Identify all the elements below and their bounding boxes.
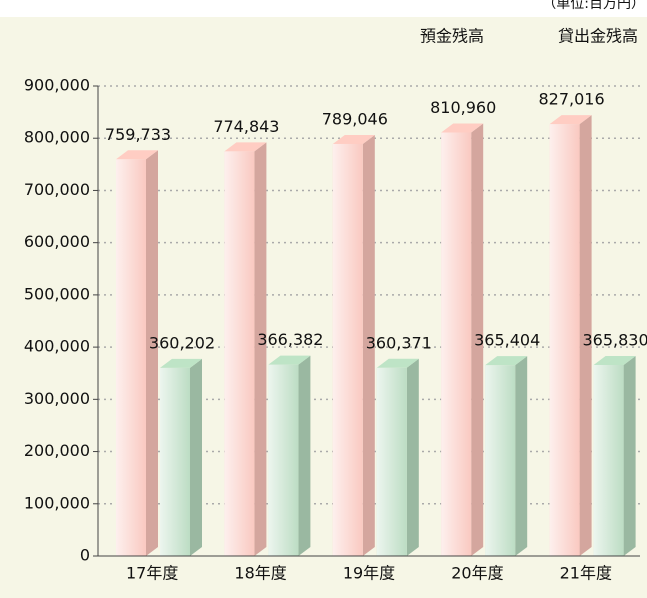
y-tick-label: 500,000 <box>24 284 90 303</box>
bar-shine <box>441 132 472 557</box>
bar-top <box>224 142 267 152</box>
data-label: 789,046 <box>322 109 388 128</box>
bar-top <box>116 150 158 160</box>
bar-shine <box>224 151 255 556</box>
bar-top <box>549 115 592 125</box>
bar-top <box>441 123 484 133</box>
bar-side <box>298 355 311 556</box>
bar-top <box>485 356 528 366</box>
bar-side <box>623 355 636 556</box>
data-label: 360,202 <box>149 333 215 352</box>
bar-side <box>471 123 484 557</box>
bar-shine <box>376 367 407 556</box>
bar-side <box>190 358 202 556</box>
bar-top <box>160 358 202 368</box>
x-tick-label: 17年度 <box>126 564 178 583</box>
data-label: 774,843 <box>213 117 279 136</box>
bar-side <box>579 115 592 557</box>
bar-top <box>593 355 636 365</box>
y-tick-label: 0 <box>80 546 90 565</box>
data-label: 365,830 <box>583 330 647 349</box>
bar-shine <box>593 364 624 556</box>
bar-shine <box>332 143 363 557</box>
unit-note: （単位:百万円） <box>542 0 645 12</box>
legend-label: 預金残高 <box>420 27 484 46</box>
x-tick-label: 19年度 <box>343 564 395 583</box>
bar-shine <box>485 365 516 556</box>
x-tick-label: 18年度 <box>234 564 286 583</box>
y-tick-label: 100,000 <box>24 493 90 512</box>
y-tick-label: 200,000 <box>24 441 90 460</box>
bar-top <box>332 134 375 144</box>
y-tick-label: 700,000 <box>24 180 90 199</box>
bar-side <box>254 142 267 556</box>
data-label: 759,733 <box>105 125 171 144</box>
bar-top <box>376 358 419 368</box>
background <box>0 17 647 598</box>
y-tick-label: 800,000 <box>24 128 90 147</box>
bar-side <box>406 358 419 556</box>
y-tick-label: 900,000 <box>24 76 90 95</box>
bar-shine <box>549 124 580 557</box>
bar-side <box>515 356 528 556</box>
y-tick-label: 400,000 <box>24 337 90 356</box>
bar-side <box>146 150 158 556</box>
y-tick-label: 300,000 <box>24 389 90 408</box>
data-label: 810,960 <box>430 98 496 117</box>
bar-side <box>362 134 375 557</box>
x-tick-label: 21年度 <box>560 564 612 583</box>
x-tick-label: 20年度 <box>451 564 503 583</box>
bar-shine <box>116 159 146 556</box>
bar-shine <box>160 367 190 556</box>
bar-top <box>268 355 311 365</box>
data-label: 360,371 <box>366 333 432 352</box>
y-tick-label: 600,000 <box>24 232 90 251</box>
bar-shine <box>268 364 299 556</box>
legend-label: 貸出金残高 <box>558 27 638 46</box>
data-label: 366,382 <box>257 330 323 349</box>
data-label: 365,404 <box>474 331 540 350</box>
data-label: 827,016 <box>539 90 605 109</box>
